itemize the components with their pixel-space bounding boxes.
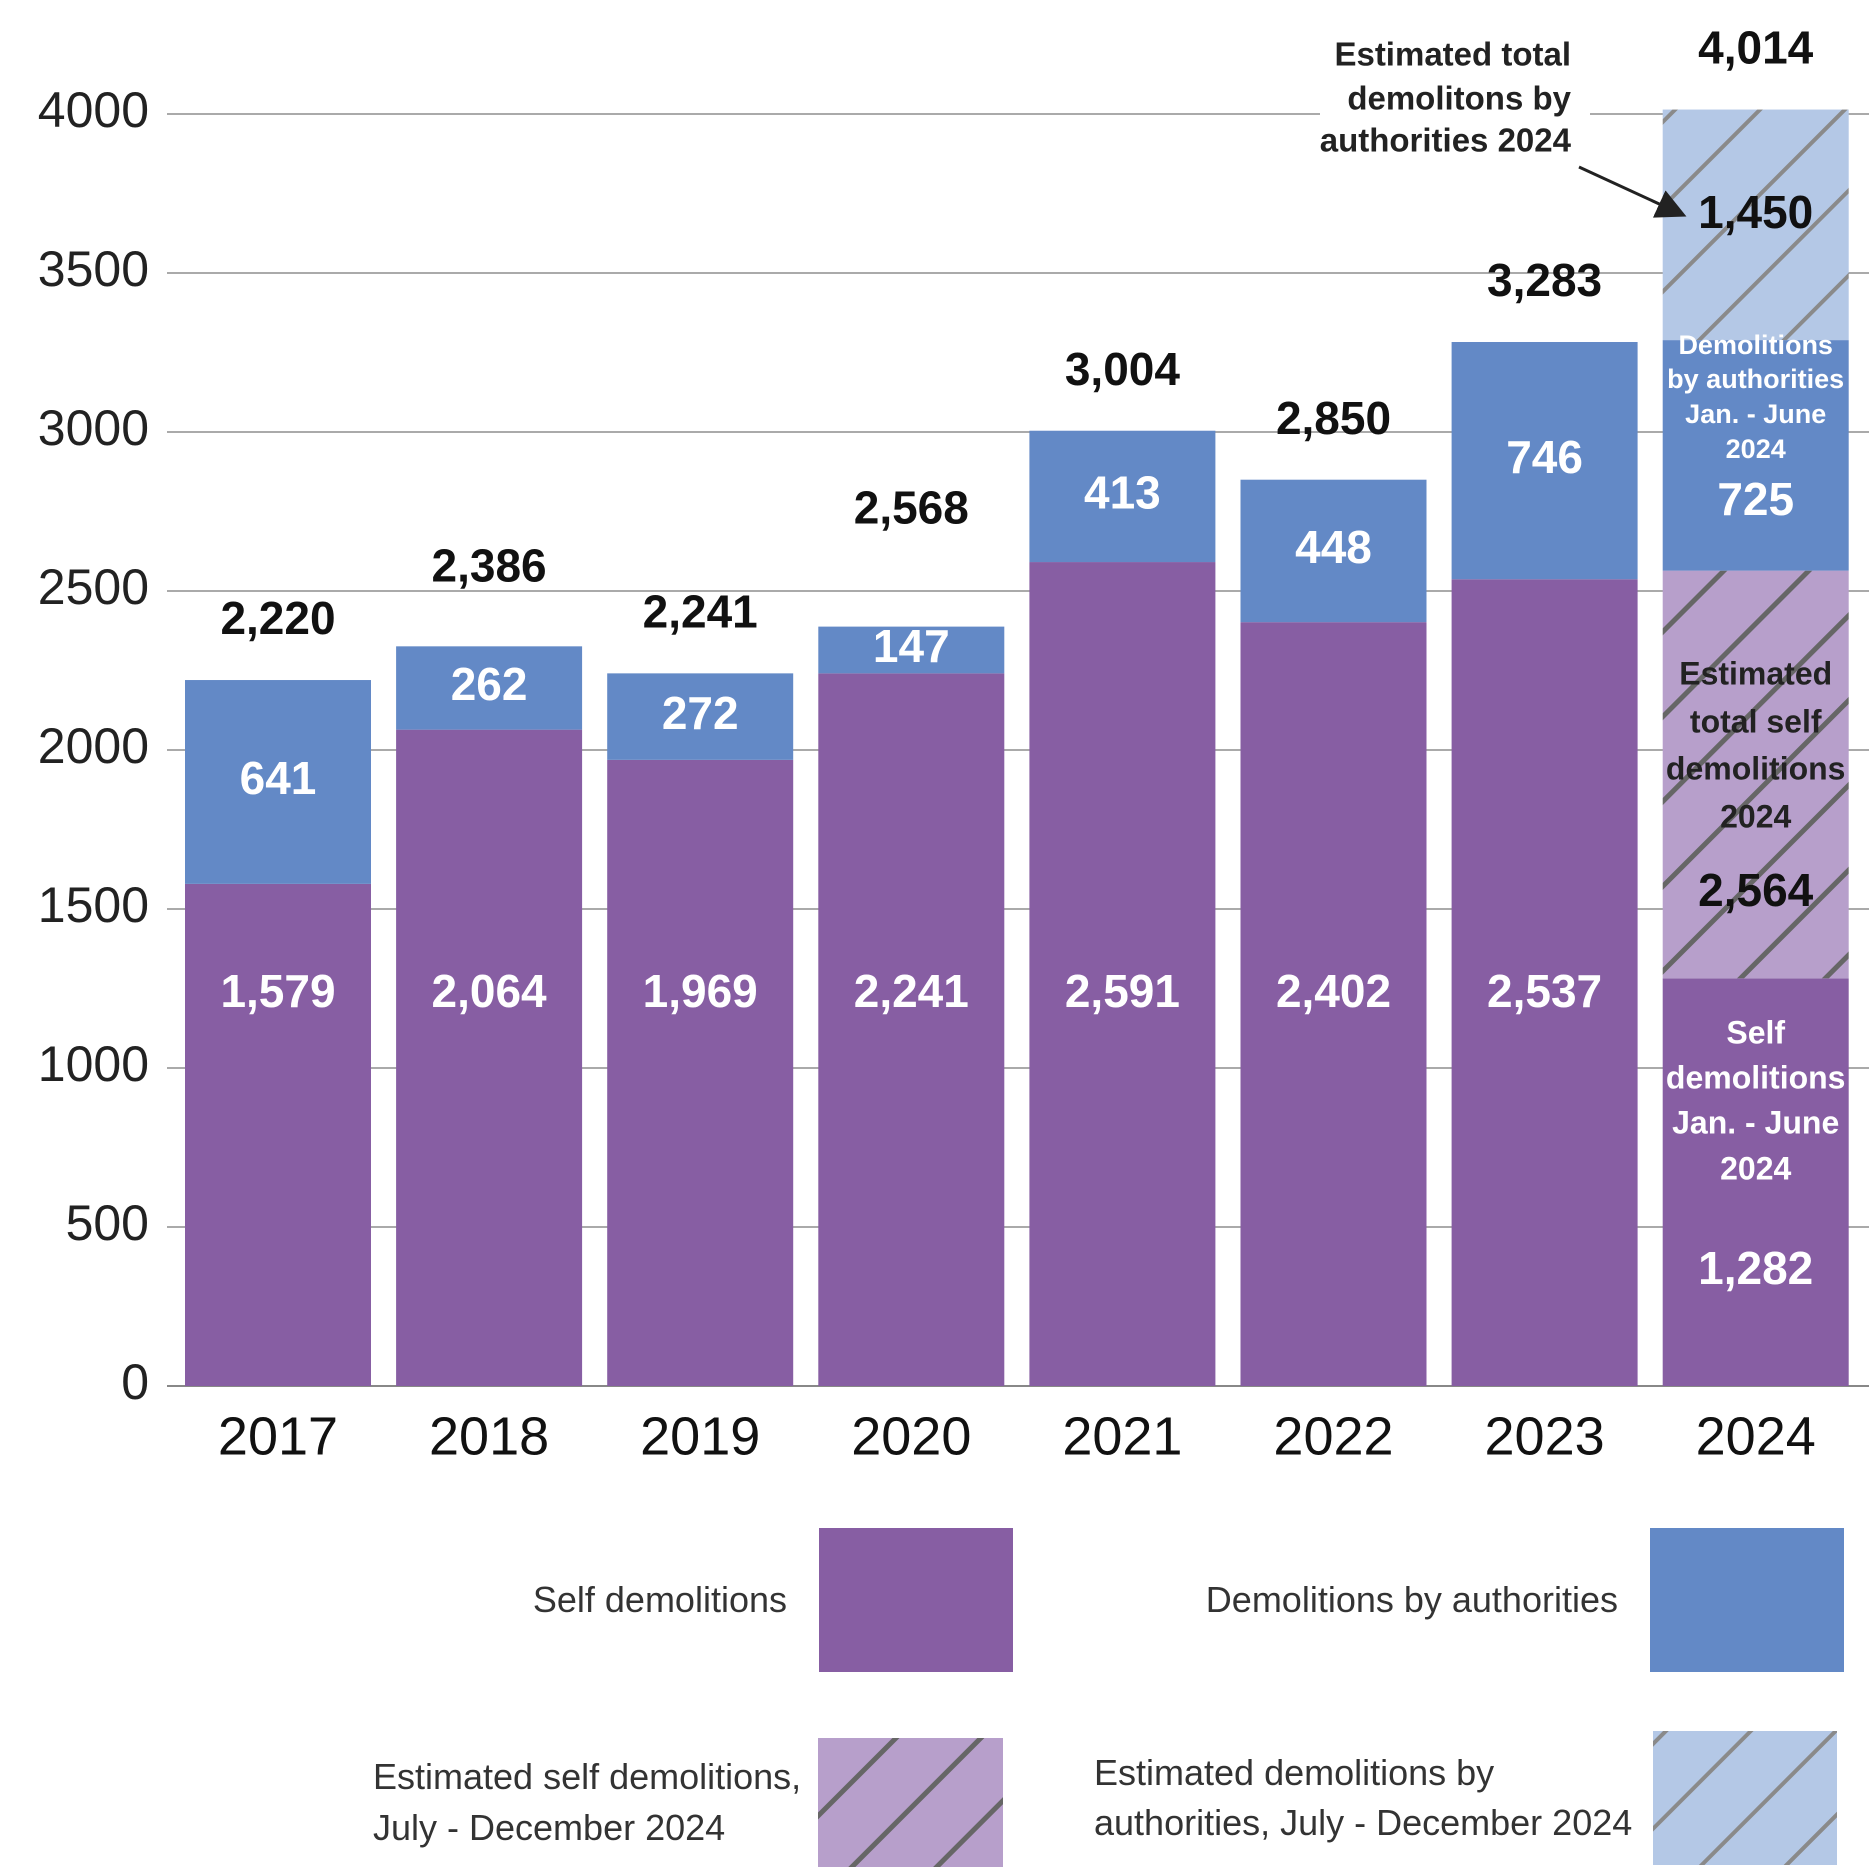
total-label: 3,283 xyxy=(1487,254,1602,306)
y-tick-label: 4000 xyxy=(38,82,149,138)
annotation: 2024 xyxy=(1720,1150,1791,1186)
value-label: 1,282 xyxy=(1698,1242,1813,1294)
value-label: 448 xyxy=(1295,521,1372,573)
bar-segment xyxy=(1240,479,1427,623)
legend-label: Estimated demolitions by authorities, Ju… xyxy=(1094,1751,1633,1843)
x-tick-label: 2020 xyxy=(851,1406,971,1466)
bar-segment xyxy=(1451,342,1638,580)
bar-segment xyxy=(1662,340,1849,571)
total-label: 2,386 xyxy=(432,539,547,591)
note-background xyxy=(1320,30,1590,170)
total-label: 2,241 xyxy=(643,586,758,638)
value-label: 1,579 xyxy=(220,965,335,1017)
legend-swatch xyxy=(1653,1731,1837,1865)
annotation: demolitions xyxy=(1666,1059,1846,1095)
total-label: 2,220 xyxy=(220,592,335,644)
legend-label: Self demolitions xyxy=(532,1578,787,1620)
y-tick-label: 3000 xyxy=(38,400,149,456)
value-label: 147 xyxy=(873,620,950,672)
x-tick-label: 2024 xyxy=(1696,1406,1816,1466)
value-label: 641 xyxy=(240,752,317,804)
note-arrow xyxy=(1578,165,1687,218)
y-tick-label: 1500 xyxy=(38,877,149,933)
total-label: 4,014 xyxy=(1698,22,1814,74)
legend-label: Demolitions by authorities xyxy=(1205,1578,1618,1620)
y-tick-label: 3500 xyxy=(38,241,149,297)
bar-segment xyxy=(818,626,1005,674)
value-label: 746 xyxy=(1506,431,1583,483)
legend-label: Estimated self demolitions, July - Decem… xyxy=(373,1756,802,1848)
annotation: demolitions xyxy=(1666,750,1846,786)
annotation: Self xyxy=(1726,1014,1785,1050)
annotation: Jan. - June xyxy=(1672,1104,1839,1140)
annotation: Demolitions xyxy=(1678,330,1833,360)
y-tick-label: 0 xyxy=(121,1354,149,1410)
x-tick-label: 2023 xyxy=(1485,1406,1605,1466)
annotation: Jan. - June xyxy=(1685,399,1826,429)
value-label: 725 xyxy=(1717,473,1794,525)
y-tick-label: 2500 xyxy=(38,559,149,615)
legend-swatch xyxy=(819,1528,1013,1672)
annotation: 2024 xyxy=(1726,434,1786,464)
value-label: 2,241 xyxy=(854,965,969,1017)
bar-segment xyxy=(607,759,794,1386)
value-label: 413 xyxy=(1084,467,1161,519)
bar-segment xyxy=(1662,109,1849,341)
annotation: by authorities xyxy=(1667,364,1844,394)
annotation: Estimated total xyxy=(1334,36,1571,73)
y-tick-label: 1000 xyxy=(38,1036,149,1092)
x-tick-label: 2019 xyxy=(640,1406,760,1466)
bar-segment xyxy=(1029,430,1216,563)
value-label: 2,402 xyxy=(1276,965,1391,1017)
legend-swatch xyxy=(818,1738,1003,1867)
annotation: 1,450 xyxy=(1698,186,1813,238)
x-tick-label: 2022 xyxy=(1273,1406,1393,1466)
value-label: 262 xyxy=(451,658,528,710)
y-tick-label: 2000 xyxy=(38,718,149,774)
value-label: 2,591 xyxy=(1065,965,1180,1017)
bar-segment xyxy=(185,680,371,884)
bar-segment xyxy=(818,673,1005,1386)
bar-segment xyxy=(607,673,794,760)
total-label: 2,850 xyxy=(1276,392,1391,444)
total-label: 3,004 xyxy=(1065,343,1181,395)
x-tick-label: 2021 xyxy=(1062,1406,1182,1466)
value-label: 272 xyxy=(662,687,739,739)
annotation: 2,564 xyxy=(1698,864,1814,916)
bar-segment xyxy=(185,883,371,1386)
bar-segment xyxy=(1029,562,1216,1386)
annotation: Estimated xyxy=(1679,655,1832,691)
value-label: 2,064 xyxy=(432,965,548,1017)
bar-segment xyxy=(1451,579,1638,1386)
bar-segment xyxy=(396,646,583,730)
x-tick-label: 2018 xyxy=(429,1406,549,1466)
bar-segment xyxy=(1662,978,1849,1386)
total-label: 2,568 xyxy=(854,482,969,534)
x-tick-label: 2017 xyxy=(218,1406,338,1466)
annotation: 2024 xyxy=(1720,798,1791,834)
legend-swatch xyxy=(1650,1528,1844,1672)
value-label: 2,537 xyxy=(1487,965,1602,1017)
bar-segment xyxy=(1240,622,1427,1386)
value-label: 1,969 xyxy=(643,965,758,1017)
annotation: authorities 2024 xyxy=(1320,122,1572,159)
y-tick-label: 500 xyxy=(66,1195,149,1251)
bar-segment xyxy=(396,729,583,1386)
annotation: total self xyxy=(1690,703,1822,739)
bar-segment xyxy=(1662,570,1849,979)
annotation: demolitons by xyxy=(1347,80,1571,117)
